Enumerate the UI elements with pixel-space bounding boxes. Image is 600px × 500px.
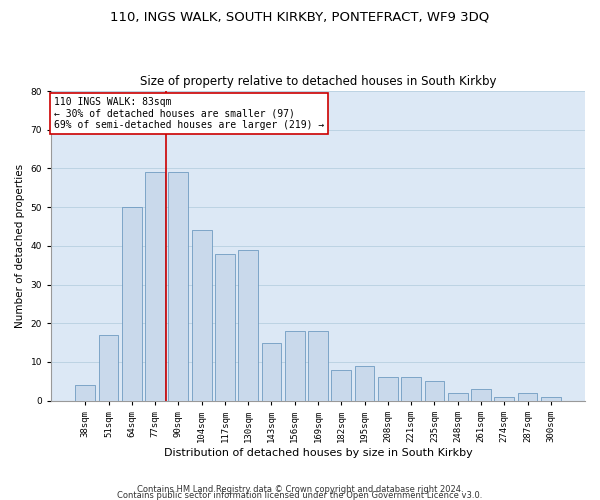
Bar [262,342,281,400]
Bar [169,172,188,400]
Bar [308,331,328,400]
Bar [401,378,421,400]
Bar [378,378,398,400]
Bar [215,254,235,400]
Bar [518,393,538,400]
Bar [448,393,467,400]
X-axis label: Distribution of detached houses by size in South Kirkby: Distribution of detached houses by size … [164,448,472,458]
Bar [76,385,95,400]
Text: 110 INGS WALK: 83sqm
← 30% of detached houses are smaller (97)
69% of semi-detac: 110 INGS WALK: 83sqm ← 30% of detached h… [54,97,324,130]
Text: 110, INGS WALK, SOUTH KIRKBY, PONTEFRACT, WF9 3DQ: 110, INGS WALK, SOUTH KIRKBY, PONTEFRACT… [110,10,490,23]
Text: Contains public sector information licensed under the Open Government Licence v3: Contains public sector information licen… [118,490,482,500]
Bar [238,250,258,400]
Bar [122,207,142,400]
Bar [285,331,305,400]
Bar [425,382,445,400]
Y-axis label: Number of detached properties: Number of detached properties [15,164,25,328]
Bar [471,389,491,400]
Text: Contains HM Land Registry data © Crown copyright and database right 2024.: Contains HM Land Registry data © Crown c… [137,484,463,494]
Title: Size of property relative to detached houses in South Kirkby: Size of property relative to detached ho… [140,76,496,88]
Bar [145,172,165,400]
Bar [98,335,118,400]
Bar [355,366,374,400]
Bar [192,230,212,400]
Bar [494,397,514,400]
Bar [331,370,351,400]
Bar [541,397,561,400]
